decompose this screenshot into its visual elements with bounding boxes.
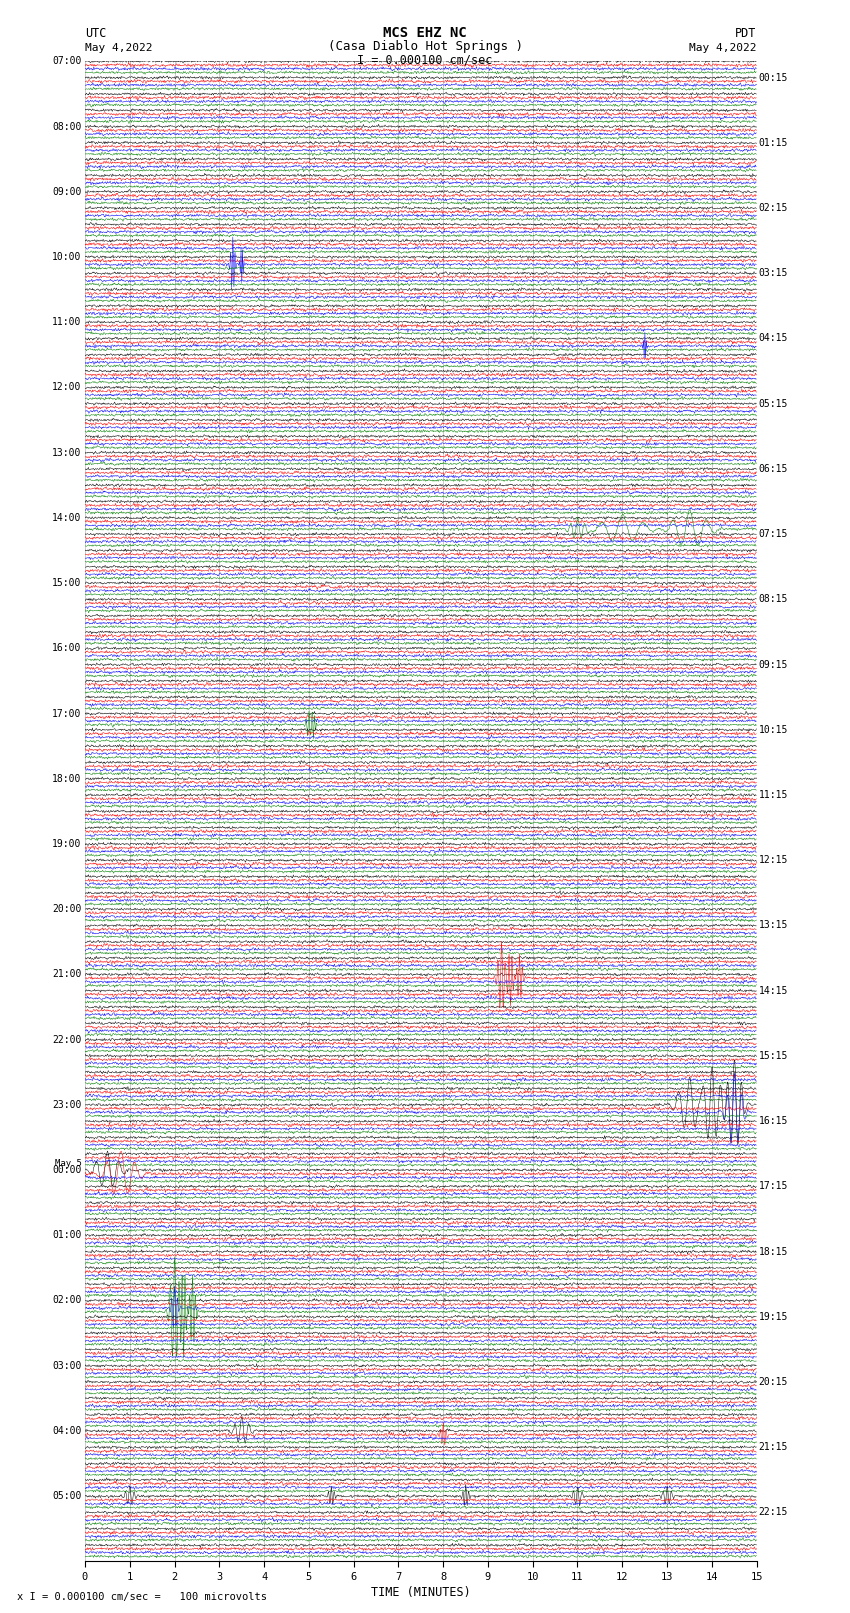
Text: 03:00: 03:00 bbox=[52, 1361, 82, 1371]
X-axis label: TIME (MINUTES): TIME (MINUTES) bbox=[371, 1586, 471, 1598]
Text: 13:00: 13:00 bbox=[52, 448, 82, 458]
Text: 21:00: 21:00 bbox=[52, 969, 82, 979]
Text: x I = 0.000100 cm/sec =   100 microvolts: x I = 0.000100 cm/sec = 100 microvolts bbox=[17, 1592, 267, 1602]
Text: 08:15: 08:15 bbox=[759, 594, 788, 605]
Text: May 4,2022: May 4,2022 bbox=[85, 44, 152, 53]
Text: 23:00: 23:00 bbox=[52, 1100, 82, 1110]
Text: 22:00: 22:00 bbox=[52, 1034, 82, 1045]
Text: 11:15: 11:15 bbox=[759, 790, 788, 800]
Text: 03:15: 03:15 bbox=[759, 268, 788, 279]
Text: 09:00: 09:00 bbox=[52, 187, 82, 197]
Text: 08:00: 08:00 bbox=[52, 121, 82, 132]
Text: UTC: UTC bbox=[85, 27, 106, 40]
Text: 16:15: 16:15 bbox=[759, 1116, 788, 1126]
Text: May 4,2022: May 4,2022 bbox=[689, 44, 756, 53]
Text: PDT: PDT bbox=[735, 27, 756, 40]
Text: 09:15: 09:15 bbox=[759, 660, 788, 669]
Text: 14:15: 14:15 bbox=[759, 986, 788, 995]
Text: I = 0.000100 cm/sec: I = 0.000100 cm/sec bbox=[357, 53, 493, 66]
Text: 20:00: 20:00 bbox=[52, 905, 82, 915]
Text: 17:00: 17:00 bbox=[52, 708, 82, 718]
Text: 02:15: 02:15 bbox=[759, 203, 788, 213]
Text: May 5: May 5 bbox=[54, 1160, 82, 1168]
Text: 05:00: 05:00 bbox=[52, 1490, 82, 1502]
Text: 21:15: 21:15 bbox=[759, 1442, 788, 1452]
Text: 00:15: 00:15 bbox=[759, 73, 788, 82]
Text: 04:15: 04:15 bbox=[759, 334, 788, 344]
Text: 04:00: 04:00 bbox=[52, 1426, 82, 1436]
Text: 10:15: 10:15 bbox=[759, 724, 788, 736]
Text: 22:15: 22:15 bbox=[759, 1508, 788, 1518]
Text: 20:15: 20:15 bbox=[759, 1378, 788, 1387]
Text: 01:15: 01:15 bbox=[759, 137, 788, 148]
Text: 06:15: 06:15 bbox=[759, 465, 788, 474]
Text: 15:15: 15:15 bbox=[759, 1052, 788, 1061]
Text: MCS EHZ NC: MCS EHZ NC bbox=[383, 26, 467, 40]
Text: 15:00: 15:00 bbox=[52, 577, 82, 589]
Text: 12:00: 12:00 bbox=[52, 382, 82, 392]
Text: 10:00: 10:00 bbox=[52, 252, 82, 261]
Text: 13:15: 13:15 bbox=[759, 921, 788, 931]
Text: 17:15: 17:15 bbox=[759, 1181, 788, 1192]
Text: 18:15: 18:15 bbox=[759, 1247, 788, 1257]
Text: 16:00: 16:00 bbox=[52, 644, 82, 653]
Text: 19:00: 19:00 bbox=[52, 839, 82, 848]
Text: (Casa Diablo Hot Springs ): (Casa Diablo Hot Springs ) bbox=[327, 40, 523, 53]
Text: 07:00: 07:00 bbox=[52, 56, 82, 66]
Text: 19:15: 19:15 bbox=[759, 1311, 788, 1321]
Text: 12:15: 12:15 bbox=[759, 855, 788, 865]
Text: 18:00: 18:00 bbox=[52, 774, 82, 784]
Text: 01:00: 01:00 bbox=[52, 1231, 82, 1240]
Text: 05:15: 05:15 bbox=[759, 398, 788, 408]
Text: 07:15: 07:15 bbox=[759, 529, 788, 539]
Text: 11:00: 11:00 bbox=[52, 318, 82, 327]
Text: 00:00: 00:00 bbox=[52, 1165, 82, 1174]
Text: 14:00: 14:00 bbox=[52, 513, 82, 523]
Text: 02:00: 02:00 bbox=[52, 1295, 82, 1305]
